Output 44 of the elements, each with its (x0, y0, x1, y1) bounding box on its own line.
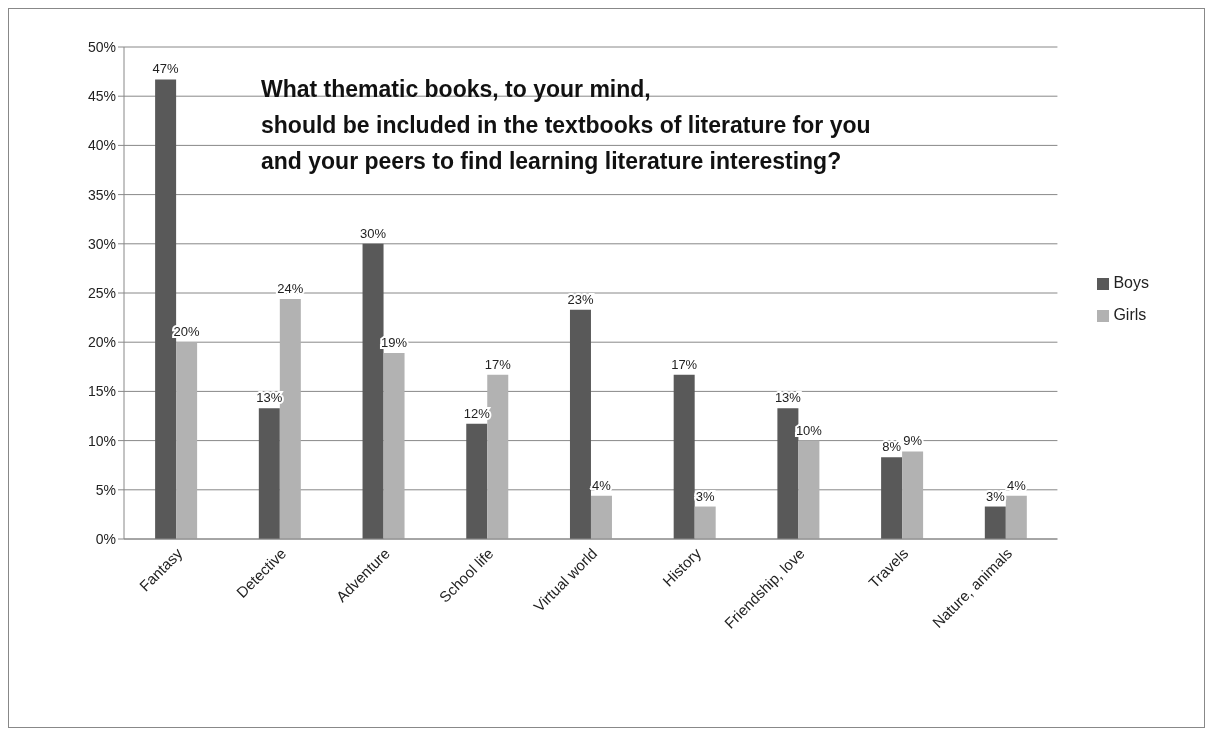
bar (258, 408, 280, 539)
y-tick-label: 20% (87, 334, 116, 351)
data-label: 12% (463, 405, 491, 421)
y-tick-label: 35% (87, 186, 116, 203)
y-tick-label: 45% (87, 88, 116, 105)
data-label: 23% (567, 291, 594, 307)
y-tick-label: 0% (95, 530, 116, 547)
bar (569, 309, 591, 539)
bar (362, 243, 384, 539)
bar (777, 408, 799, 539)
bar (1005, 495, 1027, 539)
legend-label: Boys (1113, 274, 1149, 291)
data-label: 24% (277, 280, 304, 296)
y-tick-label: 30% (87, 235, 116, 252)
bar (694, 506, 716, 539)
y-tick-label: 10% (87, 432, 116, 449)
data-label: 8% (882, 439, 902, 455)
bar (383, 353, 405, 539)
bar (673, 374, 695, 539)
data-label: 4% (592, 477, 612, 493)
data-label: 30% (360, 225, 387, 241)
bar (881, 457, 903, 539)
bar (984, 506, 1006, 539)
y-tick-label: 50% (87, 38, 116, 55)
bar (798, 440, 820, 539)
bar (590, 495, 612, 539)
data-label: 3% (985, 488, 1006, 504)
bar (902, 451, 924, 539)
text: What thematic books, to your mind, should be included in the textbooks of literature for you and your peers to find learning literature interesting? (261, 75, 871, 176)
data-label: 47% (152, 61, 180, 77)
bar (176, 342, 198, 539)
data-label: 17% (671, 356, 698, 372)
bar (466, 423, 488, 539)
data-label: 4% (1006, 477, 1027, 493)
data-label: 9% (903, 433, 923, 449)
y-tick-label: 15% (87, 383, 116, 400)
y-tick-label: 25% (87, 284, 116, 301)
y-tick-label: 5% (95, 481, 116, 498)
data-label: 3% (695, 488, 716, 504)
data-label: 17% (484, 356, 512, 372)
y-tick-label: 40% (87, 137, 116, 154)
data-label: 13% (774, 390, 802, 406)
legend-label: Girls (1113, 306, 1147, 323)
data-label: 13% (256, 390, 283, 406)
